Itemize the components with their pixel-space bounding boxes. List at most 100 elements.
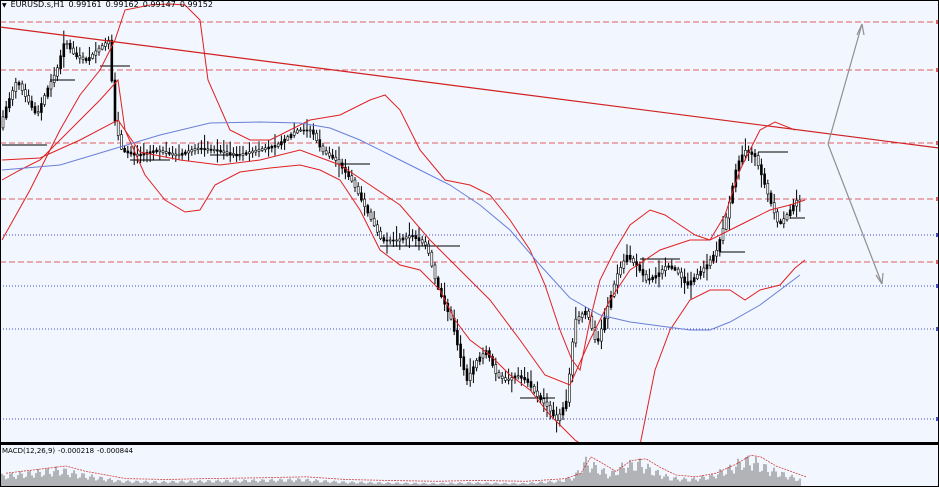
candle-body — [561, 407, 565, 416]
candle-body — [30, 100, 34, 108]
candle-body — [606, 306, 610, 319]
candle-body — [712, 254, 715, 262]
candle-body — [126, 150, 130, 154]
candle-body — [292, 131, 296, 136]
candle-body — [481, 353, 485, 359]
candle-body — [94, 50, 98, 56]
candle-body — [500, 375, 504, 380]
candle-body — [116, 120, 120, 136]
candle-body — [315, 132, 318, 141]
candle-body — [196, 147, 200, 150]
candle-body — [369, 211, 373, 220]
candle-body — [619, 267, 622, 276]
candle-body — [676, 268, 680, 274]
candle-body — [8, 98, 11, 109]
ohlc-close: 0.99152 — [179, 0, 213, 9]
candle-body — [680, 271, 683, 279]
candle-body — [472, 366, 475, 375]
candle-body — [353, 179, 357, 188]
candle-body — [468, 372, 472, 381]
candle-body — [424, 241, 427, 246]
macd-panel[interactable] — [0, 444, 939, 487]
candle-body — [155, 149, 158, 153]
candle-body — [584, 310, 587, 316]
candle-body — [382, 237, 386, 242]
candle-body — [609, 294, 613, 308]
moving-average-line — [1, 121, 801, 331]
candle-body — [305, 129, 309, 132]
candle-body — [478, 356, 482, 362]
candle-body — [27, 95, 30, 103]
price-chart[interactable] — [0, 0, 939, 443]
candle-body — [558, 413, 562, 421]
candle-body — [699, 270, 702, 276]
bollinger-middle — [1, 119, 806, 386]
candle-body — [600, 328, 603, 342]
candle-body — [331, 154, 334, 159]
candle-body — [744, 150, 747, 157]
candle-body — [401, 237, 405, 241]
candle-body — [465, 368, 469, 381]
candle-body — [161, 150, 165, 153]
candle-body — [280, 141, 283, 146]
candle-body — [203, 148, 206, 151]
trendline — [0, 26, 939, 149]
candle-body — [11, 90, 14, 100]
candle-body — [321, 145, 325, 153]
candle-body — [276, 143, 280, 147]
candle-body — [110, 39, 114, 82]
candle-body — [251, 150, 254, 154]
candle-body — [91, 53, 94, 59]
candle-body — [334, 156, 338, 161]
candle-body — [52, 74, 56, 83]
candle-body — [20, 83, 24, 92]
candle-body — [142, 152, 146, 156]
candle-body — [628, 254, 632, 260]
candle-body — [164, 151, 168, 154]
candle-body — [88, 57, 91, 62]
triangle-down-icon[interactable]: ▼ — [2, 2, 7, 9]
candle-body — [33, 106, 37, 114]
candle-body — [97, 47, 101, 53]
candle-body — [180, 152, 184, 156]
candle-body — [696, 274, 699, 279]
candle-body — [312, 129, 315, 135]
candle-body — [616, 273, 619, 286]
candle-body — [46, 87, 50, 97]
level-tick — [936, 233, 939, 237]
candle-body — [363, 198, 366, 207]
candle-body — [337, 159, 341, 165]
candle-body — [168, 152, 171, 155]
candle-body — [545, 401, 549, 407]
candle-body — [504, 377, 507, 381]
candle-body — [692, 277, 696, 283]
candle-body — [632, 258, 635, 263]
level-tick — [936, 197, 939, 201]
ohlc-high: 0.99162 — [105, 0, 139, 9]
macd-label: MACD(12,26,9) — [2, 447, 56, 455]
candle-body — [398, 238, 402, 242]
candle-body — [622, 260, 626, 269]
candle-body — [219, 149, 222, 153]
candle-body — [328, 152, 331, 157]
candle-body — [436, 277, 440, 290]
candle-body — [120, 134, 123, 150]
candle-body — [59, 55, 62, 70]
candle-body — [267, 146, 270, 150]
level-tick — [936, 260, 939, 264]
bollinger-upper — [1, 3, 796, 372]
candle-body — [670, 265, 674, 269]
candle-body — [68, 42, 72, 50]
candle-body — [526, 378, 530, 383]
candle-body — [1, 116, 5, 129]
candle-body — [785, 214, 789, 221]
candle-body — [667, 265, 670, 268]
candle-body — [324, 150, 328, 155]
candle-body — [510, 377, 514, 381]
candle-body — [638, 264, 642, 271]
candle-body — [36, 111, 40, 114]
candle-body — [654, 275, 658, 279]
candle-body — [193, 148, 197, 152]
candle-body — [296, 129, 299, 134]
